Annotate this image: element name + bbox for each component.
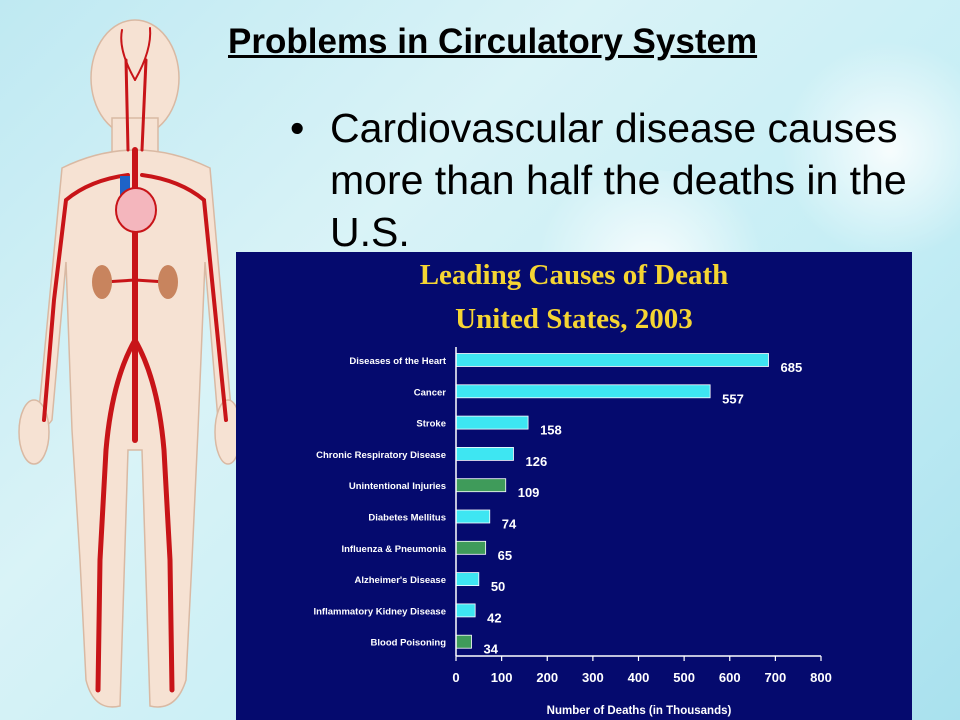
category-label: Unintentional Injuries [349,481,446,492]
axes-group: 0 100 200 300 400 500 600 700 800 [452,347,832,685]
x-tick-label: 500 [673,670,695,685]
data-label: 126 [525,454,547,469]
bullet-marker: • [290,105,305,151]
data-label: 34 [484,642,499,657]
x-tick-label: 100 [491,670,513,685]
data-label: 109 [518,485,540,500]
category-label: Chronic Respiratory Disease [316,450,446,461]
x-tick-label: 0 [452,670,459,685]
category-label: Stroke [416,419,446,430]
bar-chart: Leading Causes of Death United States, 2… [313,259,832,717]
data-label: 685 [781,360,803,375]
bar [455,353,769,367]
x-tick-label: 400 [628,670,650,685]
x-tick-label: 200 [536,670,558,685]
data-label: 50 [491,579,505,594]
x-tick-label: 300 [582,670,604,685]
data-label: 65 [498,548,512,563]
data-label: 42 [487,610,501,625]
slide-title: Problems in Circulatory System [228,22,758,61]
category-label: Cancer [414,387,447,398]
chart-subtitle: United States, 2003 [455,303,693,335]
data-label: 74 [502,517,517,532]
bar [455,415,529,430]
bullet-item: • Cardiovascular disease causes more tha… [290,102,940,258]
category-label: Diabetes Mellitus [368,513,446,524]
chart-title: Leading Causes of Death [420,259,729,291]
category-label: Influenza & Pneumonia [341,544,446,555]
bars-group: Diseases of the Heart 685 Cancer 557 Stroke 1… [313,353,803,657]
x-axis-label: Number of Deaths (in Thousands) [547,705,732,717]
bar [455,509,491,524]
category-label: Alzheimer's Disease [354,575,446,586]
category-label: Inflammatory Kidney Disease [313,606,446,617]
circulatory-system-illustration [18,19,242,708]
bar [455,446,514,461]
category-label: Diseases of the Heart [349,356,446,367]
bar [455,634,472,649]
bar [455,572,480,587]
x-tick-label: 800 [810,670,832,685]
chart-panel: Leading Causes of Death United States, 2… [236,252,912,720]
category-label: Blood Poisoning [371,638,447,649]
bar [455,603,476,618]
data-label: 158 [540,423,562,438]
bar [455,540,487,555]
x-tick-label: 600 [719,670,741,685]
bar [455,384,711,399]
bar [455,478,507,493]
bullet-text: Cardiovascular disease causes more than … [330,105,907,255]
x-tick-label: 700 [765,670,787,685]
data-label: 557 [722,391,744,406]
background-glow [780,40,960,260]
